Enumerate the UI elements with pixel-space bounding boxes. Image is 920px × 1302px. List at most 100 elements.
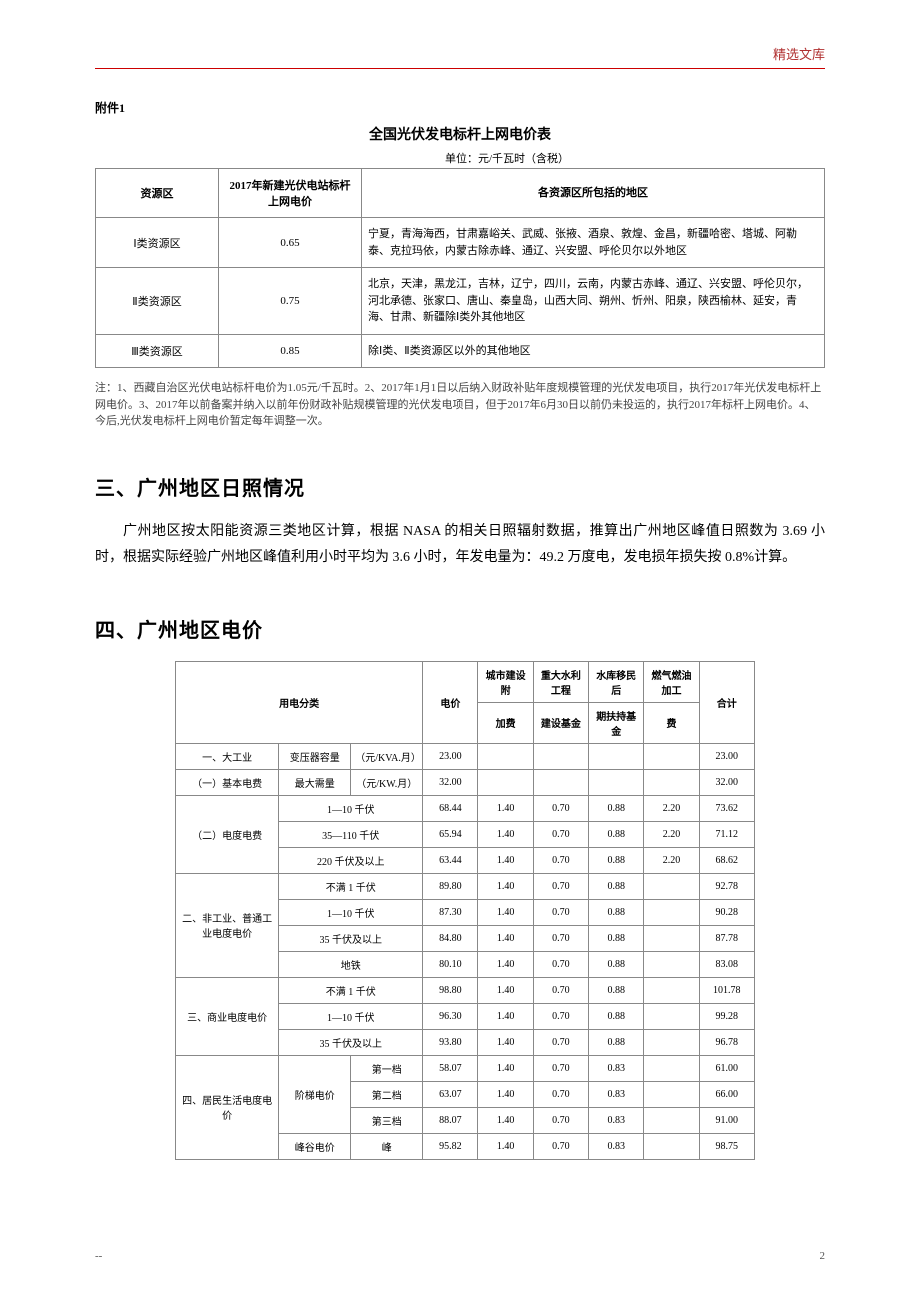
- price-cell: 65.94: [423, 821, 478, 847]
- table1-note: 注：1、西藏自治区光伏电站标杆电价为1.05元/千瓦时。2、2017年1月1日以…: [95, 380, 825, 430]
- f3-cell: [589, 769, 644, 795]
- total-cell: 32.00: [699, 769, 754, 795]
- sub-sub-category-cell: 第二档: [351, 1081, 423, 1107]
- table-row: 二、非工业、普通工业电度电价不满 1 千伏89.801.400.700.8892…: [176, 873, 755, 899]
- t2-header-water-bot: 建设基金: [533, 702, 588, 743]
- price-cell: 0.85: [219, 334, 362, 368]
- sub-category-cell: 35—110 千伏: [279, 821, 423, 847]
- total-cell: 61.00: [699, 1055, 754, 1081]
- price-cell: 98.80: [423, 977, 478, 1003]
- total-cell: 23.00: [699, 743, 754, 769]
- sub-category-cell: 变压器容量: [279, 743, 351, 769]
- total-cell: 66.00: [699, 1081, 754, 1107]
- electricity-price-table: 用电分类 电价 城市建设附 重大水利工程 水库移民后 燃气燃油加工 合计 加费 …: [175, 661, 755, 1160]
- t2-header-gas-top: 燃气燃油加工: [644, 661, 699, 702]
- f4-cell: [644, 1029, 699, 1055]
- table1-header-areas: 各资源区所包括的地区: [362, 169, 825, 218]
- sub-sub-category-cell: （元/KVA.月）: [351, 743, 423, 769]
- f1-cell: [478, 743, 533, 769]
- table-row: 三、商业电度电价不满 1 千伏98.801.400.700.88101.78: [176, 977, 755, 1003]
- category-cell: 三、商业电度电价: [176, 977, 279, 1055]
- f2-cell: 0.70: [533, 1003, 588, 1029]
- section-4-heading: 四、广州地区电价: [95, 614, 825, 643]
- f1-cell: 1.40: [478, 1133, 533, 1159]
- f4-cell: [644, 743, 699, 769]
- attachment-label: 附件1: [95, 99, 825, 116]
- f2-cell: 0.70: [533, 977, 588, 1003]
- t2-header-category: 用电分类: [176, 661, 423, 743]
- f1-cell: 1.40: [478, 899, 533, 925]
- category-cell: （一）基本电费: [176, 769, 279, 795]
- page-footer: -- 2: [95, 1250, 825, 1262]
- f2-cell: 0.70: [533, 847, 588, 873]
- f1-cell: 1.40: [478, 1029, 533, 1055]
- f3-cell: 0.83: [589, 1107, 644, 1133]
- total-cell: 98.75: [699, 1133, 754, 1159]
- tariff-table: 资源区 2017年新建光伏电站标杆上网电价 各资源区所包括的地区 Ⅰ类资源区 0…: [95, 168, 825, 368]
- zone-cell: Ⅱ类资源区: [96, 268, 219, 335]
- total-cell: 101.78: [699, 977, 754, 1003]
- sub-sub-category-cell: 峰: [351, 1133, 423, 1159]
- f1-cell: [478, 769, 533, 795]
- f3-cell: 0.88: [589, 821, 644, 847]
- header-rule: 精选文库: [95, 30, 825, 69]
- table1-unit: 单位：元/千瓦时（含税）: [95, 150, 825, 166]
- f4-cell: [644, 977, 699, 1003]
- f2-cell: 0.70: [533, 795, 588, 821]
- t2-header-surcharge-top: 城市建设附: [478, 661, 533, 702]
- sub-category-cell: 不满 1 千伏: [279, 977, 423, 1003]
- price-cell: 88.07: [423, 1107, 478, 1133]
- f3-cell: 0.83: [589, 1081, 644, 1107]
- f3-cell: 0.88: [589, 873, 644, 899]
- f2-cell: 0.70: [533, 1081, 588, 1107]
- total-cell: 91.00: [699, 1107, 754, 1133]
- price-cell: 80.10: [423, 951, 478, 977]
- areas-cell: 除Ⅰ类、Ⅱ类资源区以外的其他地区: [362, 334, 825, 368]
- f2-cell: 0.70: [533, 873, 588, 899]
- f3-cell: 0.88: [589, 847, 644, 873]
- f2-cell: 0.70: [533, 951, 588, 977]
- f4-cell: [644, 899, 699, 925]
- t2-header-total: 合计: [699, 661, 754, 743]
- f1-cell: 1.40: [478, 1081, 533, 1107]
- sub-category-cell: 35 千伏及以上: [279, 1029, 423, 1055]
- f3-cell: 0.88: [589, 1003, 644, 1029]
- f2-cell: 0.70: [533, 1133, 588, 1159]
- f3-cell: 0.83: [589, 1055, 644, 1081]
- sub-category-cell: 220 千伏及以上: [279, 847, 423, 873]
- table-row: Ⅱ类资源区 0.75 北京，天津，黑龙江，吉林，辽宁，四川，云南，内蒙古赤峰、通…: [96, 268, 825, 335]
- price-cell: 63.44: [423, 847, 478, 873]
- sub-category-cell: 35 千伏及以上: [279, 925, 423, 951]
- table-row: （二）电度电费1—10 千伏68.441.400.700.882.2073.62: [176, 795, 755, 821]
- price-cell: 63.07: [423, 1081, 478, 1107]
- f2-cell: 0.70: [533, 821, 588, 847]
- table-row: 四、居民生活电度电价阶梯电价第一档58.071.400.700.8361.00: [176, 1055, 755, 1081]
- f3-cell: 0.88: [589, 1029, 644, 1055]
- total-cell: 83.08: [699, 951, 754, 977]
- price-cell: 96.30: [423, 1003, 478, 1029]
- header-brand: 精选文库: [773, 44, 825, 63]
- t2-header-migrant-top: 水库移民后: [589, 661, 644, 702]
- f2-cell: [533, 769, 588, 795]
- f4-cell: 2.20: [644, 847, 699, 873]
- f4-cell: [644, 925, 699, 951]
- total-cell: 73.62: [699, 795, 754, 821]
- total-cell: 87.78: [699, 925, 754, 951]
- total-cell: 68.62: [699, 847, 754, 873]
- f2-cell: 0.70: [533, 1107, 588, 1133]
- sub-category-cell: 最大需量: [279, 769, 351, 795]
- table-row: （一）基本电费最大需量（元/KW.月）32.0032.00: [176, 769, 755, 795]
- table-row: 用电分类 电价 城市建设附 重大水利工程 水库移民后 燃气燃油加工 合计: [176, 661, 755, 702]
- sub-sub-category-cell: 第三档: [351, 1107, 423, 1133]
- f3-cell: 0.88: [589, 977, 644, 1003]
- category-cell: 一、大工业: [176, 743, 279, 769]
- sub-category-cell: 1—10 千伏: [279, 899, 423, 925]
- f1-cell: 1.40: [478, 925, 533, 951]
- f4-cell: [644, 769, 699, 795]
- areas-cell: 宁夏，青海海西，甘肃嘉峪关、武威、张掖、酒泉、敦煌、金昌，新疆哈密、塔城、阿勒泰…: [362, 218, 825, 268]
- f4-cell: [644, 873, 699, 899]
- total-cell: 99.28: [699, 1003, 754, 1029]
- f4-cell: [644, 951, 699, 977]
- t2-header-price: 电价: [423, 661, 478, 743]
- f1-cell: 1.40: [478, 1107, 533, 1133]
